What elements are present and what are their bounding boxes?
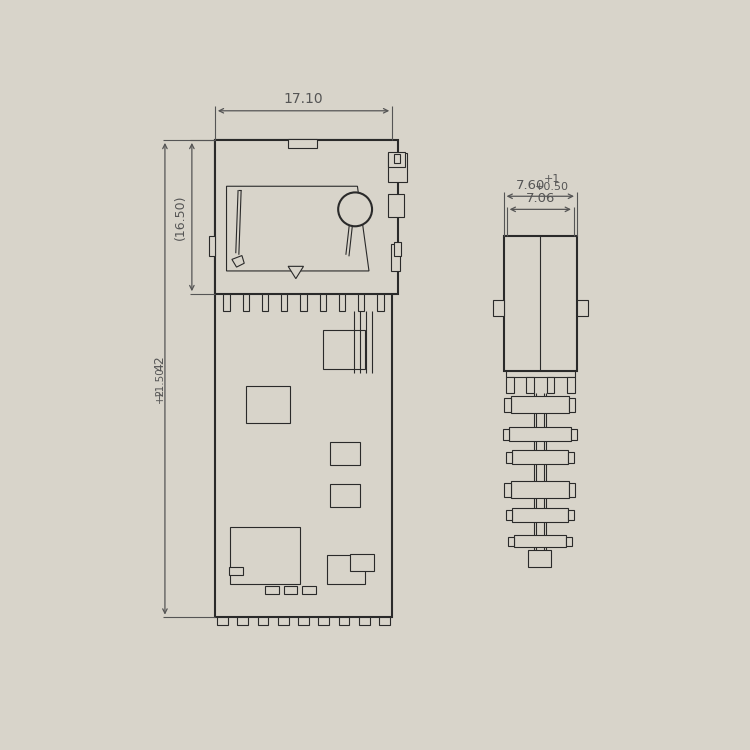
Bar	[224, 294, 230, 311]
Bar	[547, 377, 554, 392]
Bar	[568, 452, 574, 463]
Bar	[377, 294, 383, 311]
Bar	[391, 244, 400, 271]
Bar	[506, 377, 514, 392]
Text: +1: +1	[544, 174, 560, 184]
Bar	[322, 330, 365, 369]
Bar	[514, 535, 566, 548]
Bar	[215, 140, 392, 617]
Bar	[338, 617, 350, 626]
Bar	[262, 294, 268, 311]
Bar	[215, 140, 398, 294]
Bar	[569, 398, 575, 412]
Bar	[567, 377, 574, 392]
Bar	[230, 526, 300, 584]
Bar	[526, 377, 534, 392]
Bar	[217, 617, 228, 626]
Bar	[503, 429, 509, 439]
Bar	[506, 452, 512, 463]
Polygon shape	[232, 256, 244, 267]
Bar	[571, 429, 577, 439]
Polygon shape	[288, 266, 304, 279]
Bar	[302, 586, 316, 594]
Bar	[528, 550, 551, 568]
Text: (16.50): (16.50)	[174, 194, 188, 240]
Circle shape	[338, 193, 372, 226]
Text: 17.10: 17.10	[284, 92, 323, 106]
Bar	[568, 510, 574, 520]
Bar	[511, 482, 569, 498]
Bar	[288, 139, 317, 148]
Bar	[243, 294, 249, 311]
Bar	[577, 300, 588, 316]
Bar	[258, 617, 268, 626]
Bar	[327, 555, 365, 584]
Bar	[394, 242, 400, 256]
Bar	[331, 484, 360, 507]
Bar	[301, 294, 307, 311]
Text: +0.50: +0.50	[536, 182, 569, 193]
Bar	[358, 294, 364, 311]
Bar	[493, 300, 504, 316]
Text: 42: 42	[153, 356, 166, 371]
Bar	[339, 294, 345, 311]
Bar	[265, 586, 279, 594]
Bar	[569, 483, 575, 496]
Bar	[238, 617, 248, 626]
Bar	[284, 586, 297, 594]
Bar	[281, 294, 287, 311]
Bar	[246, 386, 290, 423]
Bar	[511, 397, 569, 413]
Bar	[350, 554, 374, 572]
Bar	[512, 450, 568, 464]
Text: 7.60: 7.60	[516, 179, 545, 193]
Bar	[331, 442, 360, 465]
Text: 7.06: 7.06	[526, 193, 555, 206]
Bar	[388, 152, 405, 167]
Bar	[394, 154, 400, 164]
Bar	[512, 508, 568, 522]
Bar	[509, 427, 571, 441]
Bar	[388, 153, 407, 182]
Bar	[566, 536, 572, 546]
Bar	[318, 617, 329, 626]
Polygon shape	[226, 186, 369, 271]
Bar	[379, 617, 390, 626]
Bar	[278, 617, 289, 626]
Bar	[229, 568, 243, 575]
Text: +1.50: +1.50	[154, 367, 164, 398]
Bar	[358, 617, 370, 626]
Bar	[209, 236, 215, 256]
Bar	[320, 294, 326, 311]
Bar	[505, 398, 511, 412]
Bar	[298, 617, 309, 626]
Bar	[504, 236, 577, 371]
Bar	[506, 510, 512, 520]
Bar	[506, 371, 574, 377]
Bar	[505, 483, 511, 496]
Bar	[508, 536, 514, 546]
Bar	[388, 194, 404, 217]
Text: +2: +2	[154, 388, 164, 404]
